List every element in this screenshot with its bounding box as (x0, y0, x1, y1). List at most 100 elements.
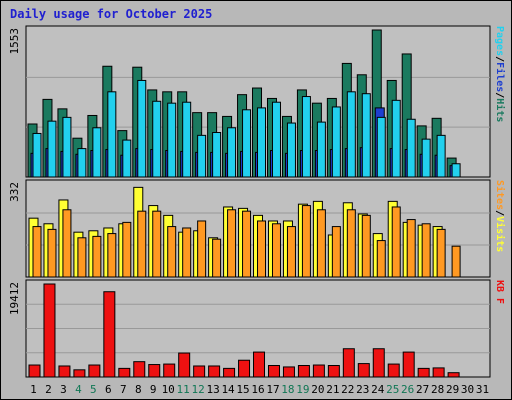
x-tick-label: 24 (371, 383, 385, 396)
x-tick-label: 27 (416, 383, 429, 396)
x-tick-label: 9 (150, 383, 157, 396)
x-tick-label: 11 (177, 383, 190, 396)
bar-kbytes (372, 348, 385, 378)
bar-pages (62, 116, 72, 178)
bar-kbytes (327, 365, 340, 378)
x-tick-label: 5 (90, 383, 97, 396)
bar-kbytes (447, 372, 460, 378)
x-tick-label: 4 (75, 383, 82, 396)
bar-sites (376, 240, 386, 278)
bar-pages (107, 91, 117, 178)
bar-sites (92, 235, 102, 278)
side-legend: KB F (494, 280, 505, 304)
side-legend: Pages/Files/Hits (494, 26, 506, 122)
bar-sites (137, 210, 147, 278)
bar-sites (47, 228, 57, 278)
x-tick-label: 21 (326, 383, 339, 396)
bar-kbytes (148, 364, 161, 378)
x-tick-label: 3 (60, 383, 67, 396)
bar-pages (182, 101, 192, 178)
bar-kbytes (163, 363, 176, 378)
bar-kbytes (58, 365, 71, 378)
bar-kbytes (88, 364, 101, 378)
x-tick-label: 31 (476, 383, 489, 396)
bar-pages (47, 120, 57, 178)
bar-kbytes (133, 361, 146, 378)
x-tick-label: 19 (296, 383, 309, 396)
x-tick-label: 23 (356, 383, 369, 396)
bar-kbytes (73, 369, 86, 378)
bar-pages (197, 134, 207, 178)
x-tick-label: 7 (120, 383, 127, 396)
bar-pages (451, 163, 461, 178)
bar-kbytes (28, 364, 41, 378)
x-tick-label: 8 (135, 383, 142, 396)
x-tick-label: 12 (192, 383, 205, 396)
bar-sites (361, 214, 371, 278)
bar-sites (316, 209, 326, 278)
x-tick-label: 18 (281, 383, 294, 396)
bar-sites (406, 219, 416, 278)
bar-pages (212, 132, 222, 178)
bar-pages (436, 134, 446, 178)
bar-pages (421, 138, 431, 178)
bar-kbytes (432, 367, 445, 378)
bar-pages (137, 79, 147, 178)
bar-sites (212, 238, 222, 278)
bar-kbytes (178, 352, 191, 378)
bar-sites (286, 226, 296, 278)
bar-sites (77, 237, 87, 278)
bar-kbytes (312, 364, 325, 378)
bar-kbytes (297, 365, 310, 378)
bar-pages (331, 106, 341, 178)
bar-pages (77, 148, 87, 178)
bar-sites (421, 223, 431, 278)
x-tick-label: 15 (236, 383, 249, 396)
bar-kbytes (342, 348, 355, 378)
bar-pages (286, 122, 296, 178)
bar-pages (257, 107, 267, 178)
bar-sites (242, 210, 252, 278)
bar-pages (227, 127, 237, 178)
bar-pages (301, 96, 311, 178)
bar-sites (152, 210, 162, 278)
bar-sites (271, 223, 281, 278)
bar-kbytes (253, 351, 266, 378)
bar-kbytes (193, 365, 206, 378)
x-tick-label: 20 (311, 383, 324, 396)
bar-kbytes (267, 365, 280, 378)
bar-pages (167, 102, 177, 178)
bar-sites (436, 228, 446, 278)
x-tick-label: 6 (105, 383, 112, 396)
x-tick-label: 16 (251, 383, 264, 396)
x-tick-label: 22 (341, 383, 354, 396)
x-tick-label: 1 (30, 383, 37, 396)
x-tick-label: 14 (221, 383, 235, 396)
x-tick-label: 29 (446, 383, 459, 396)
bar-sites (346, 209, 356, 278)
bar-kbytes (208, 365, 221, 378)
legend-slash: / (494, 56, 505, 62)
chart-title: Daily usage for October 2025 (10, 7, 213, 21)
legend-slash: / (494, 92, 505, 98)
bar-sites (107, 233, 117, 278)
y-max-label: 19412 (8, 282, 21, 315)
legend-sites: Sites (494, 180, 506, 210)
x-tick-label: 30 (461, 383, 474, 396)
x-tick-label: 26 (401, 383, 414, 396)
bar-sites (182, 227, 192, 278)
bar-sites (451, 245, 461, 278)
bar-kbytes (402, 351, 415, 378)
bar-pages (271, 101, 281, 178)
x-tick-label: 2 (45, 383, 52, 396)
bar-sites (227, 209, 237, 278)
legend-slash: / (494, 210, 505, 216)
bar-pages (92, 127, 102, 178)
legend-files: Files (494, 62, 506, 92)
x-tick-label: 28 (431, 383, 444, 396)
bar-kbytes (103, 291, 116, 378)
bar-sites (391, 206, 401, 278)
bar-pages (361, 93, 371, 178)
x-tick-label: 25 (386, 383, 399, 396)
x-tick-label: 17 (266, 383, 279, 396)
